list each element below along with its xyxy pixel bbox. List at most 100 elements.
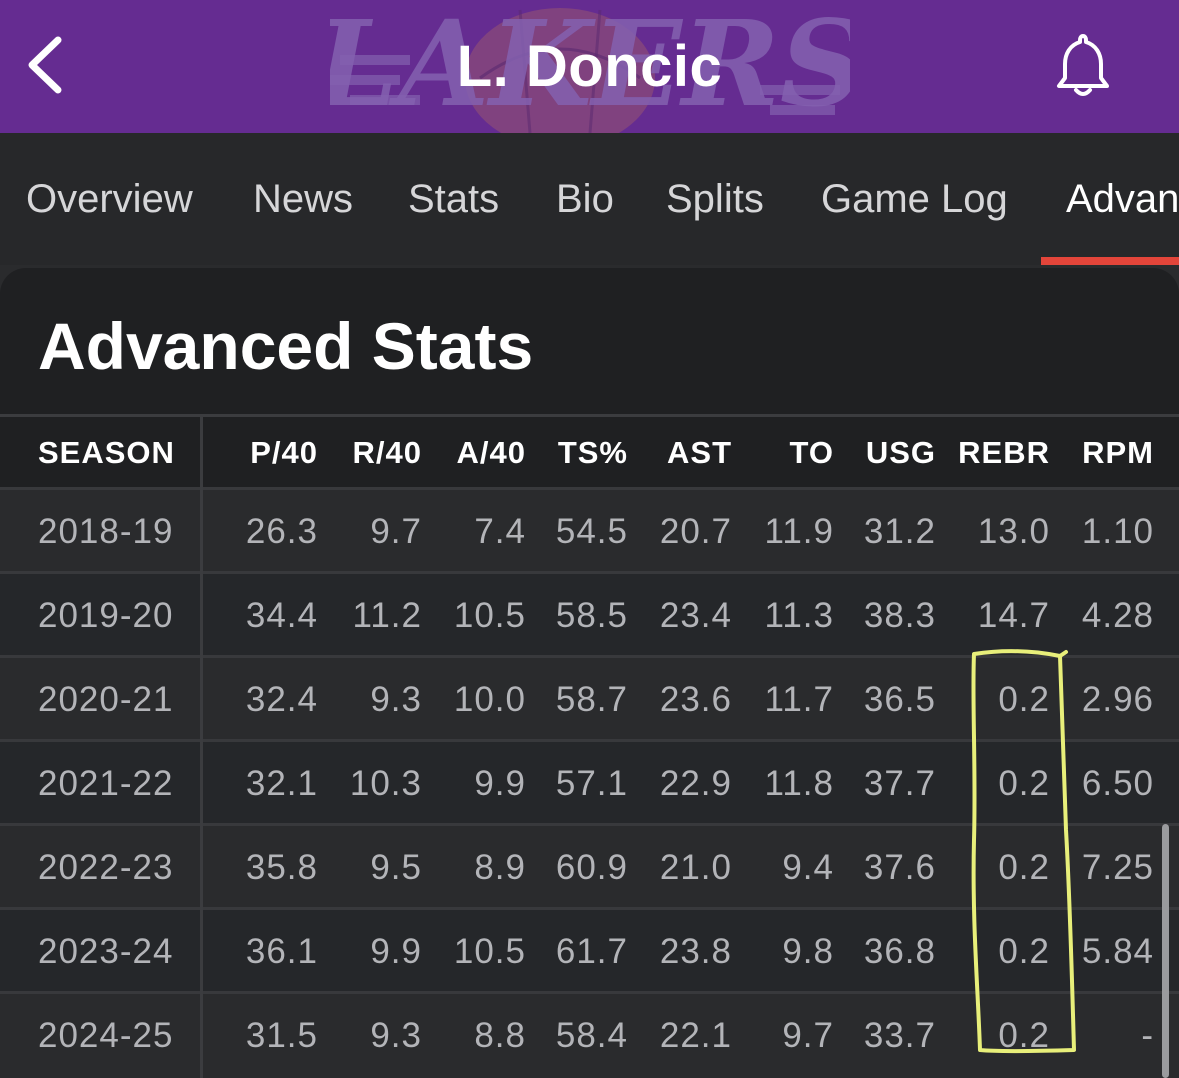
- table-row[interactable]: 2023-24 36.1 9.9 10.5 61.7 23.8 9.8 36.8 0.2 5.84: [0, 907, 1179, 994]
- cell-ast: 23.6: [659, 680, 732, 719]
- cell-season: 2018-19: [38, 512, 174, 551]
- cell-ts: 61.7: [555, 932, 628, 971]
- table-row[interactable]: 2020-21 32.4 9.3 10.0 58.7 23.6 11.7 36.5 0.2 2.9…: [0, 655, 1179, 742]
- cell-to: 9.8: [782, 932, 834, 971]
- cell-ast: 21.0: [659, 848, 732, 887]
- column-header-rpm[interactable]: RPM: [1082, 435, 1154, 470]
- tab-bio[interactable]: Bio: [556, 177, 614, 221]
- page-title: L. Doncic: [456, 34, 723, 99]
- table-row[interactable]: 2018-19 26.3 9.7 7.4 54.5 20.7 11.9 31.2 13.0 1.1…: [0, 487, 1179, 574]
- cell-usg: 38.3: [863, 596, 936, 635]
- cell-ts: 58.4: [555, 1016, 628, 1055]
- cell-ts: 57.1: [555, 764, 628, 803]
- cell-to: 9.4: [782, 848, 834, 887]
- cell-season: 2022-23: [38, 848, 174, 887]
- cell-to: 11.9: [764, 512, 834, 551]
- cell-rpm: 6.50: [1081, 764, 1154, 803]
- cell-r40: 9.5: [370, 848, 422, 887]
- cell-season: 2024-25: [38, 1016, 174, 1055]
- column-header-a40[interactable]: A/40: [456, 435, 526, 470]
- advanced-stats-card: Advanced Stats SEASON P/40 R/40 A/40 TS%…: [0, 268, 1179, 1078]
- tab-overview[interactable]: Overview: [26, 177, 193, 221]
- column-header-p40[interactable]: P/40: [250, 435, 318, 470]
- cell-rebr: 0.2: [998, 764, 1050, 803]
- tab-advanced[interactable]: Advan: [1066, 177, 1179, 221]
- cell-ast: 22.1: [659, 1016, 732, 1055]
- column-header-rebr[interactable]: REBR: [958, 435, 1050, 470]
- table-divider: [0, 414, 1179, 417]
- table-header: SEASON P/40 R/40 A/40 TS% AST TO USG REB…: [0, 417, 1179, 487]
- season-column-divider: [200, 417, 203, 1078]
- column-header-ast[interactable]: AST: [667, 435, 732, 470]
- cell-a40: 9.9: [474, 764, 526, 803]
- cell-a40: 8.9: [474, 848, 526, 887]
- cell-to: 11.8: [764, 764, 834, 803]
- cell-rebr: 0.2: [998, 680, 1050, 719]
- cell-season: 2023-24: [38, 932, 174, 971]
- cell-rpm: 7.25: [1081, 848, 1154, 887]
- cell-r40: 9.3: [370, 680, 422, 719]
- active-tab-indicator: [1041, 257, 1179, 265]
- cell-rebr: 13.0: [977, 512, 1050, 551]
- cell-season: 2019-20: [38, 596, 174, 635]
- cell-to: 11.3: [764, 596, 834, 635]
- chevron-left-icon[interactable]: [18, 30, 78, 100]
- tab-game-log[interactable]: Game Log: [821, 177, 1008, 221]
- vertical-scrollbar[interactable]: [1162, 824, 1169, 1078]
- cell-p40: 35.8: [245, 848, 318, 887]
- table-row[interactable]: 2022-23 35.8 9.5 8.9 60.9 21.0 9.4 37.6 0.2 7.25: [0, 823, 1179, 910]
- cell-r40: 9.9: [370, 932, 422, 971]
- cell-rebr: 0.2: [998, 1016, 1050, 1055]
- column-header-ts[interactable]: TS%: [557, 435, 628, 470]
- cell-usg: 37.6: [863, 848, 936, 887]
- tab-news[interactable]: News: [253, 177, 354, 221]
- column-header-season[interactable]: SEASON: [38, 435, 175, 470]
- top-app-bar: LAKERS L. Doncic: [0, 0, 1179, 133]
- cell-p40: 31.5: [245, 1016, 318, 1055]
- cell-rpm: 5.84: [1081, 932, 1154, 971]
- cell-to: 9.7: [782, 1016, 834, 1055]
- tab-stats[interactable]: Stats: [408, 177, 500, 221]
- cell-p40: 34.4: [245, 596, 318, 635]
- table-row[interactable]: 2021-22 32.1 10.3 9.9 57.1 22.9 11.8 37.7 0.2 6.5…: [0, 739, 1179, 826]
- cell-rpm: 4.28: [1081, 596, 1154, 635]
- cell-season: 2021-22: [38, 764, 174, 803]
- cell-a40: 10.0: [453, 680, 526, 719]
- cell-ts: 58.7: [555, 680, 628, 719]
- bell-icon[interactable]: [1050, 30, 1116, 100]
- cell-ts: 60.9: [555, 848, 628, 887]
- cell-a40: 8.8: [474, 1016, 526, 1055]
- cell-r40: 10.3: [349, 764, 422, 803]
- column-header-usg[interactable]: USG: [865, 435, 936, 470]
- cell-ast: 22.9: [659, 764, 732, 803]
- column-header-r40[interactable]: R/40: [352, 435, 422, 470]
- cell-rebr: 14.7: [977, 596, 1050, 635]
- cell-usg: 37.7: [863, 764, 936, 803]
- cell-ts: 54.5: [555, 512, 628, 551]
- cell-usg: 33.7: [863, 1016, 936, 1055]
- cell-ast: 23.8: [659, 932, 732, 971]
- cell-p40: 36.1: [245, 932, 318, 971]
- cell-usg: 36.5: [863, 680, 936, 719]
- team-logo-watermark: LAKERS: [330, 0, 850, 133]
- tab-splits[interactable]: Splits: [666, 177, 764, 221]
- cell-p40: 32.4: [245, 680, 318, 719]
- cell-usg: 36.8: [863, 932, 936, 971]
- section-title: Advanced Stats: [38, 309, 534, 383]
- cell-rpm: 1.10: [1081, 512, 1154, 551]
- cell-rpm: 2.96: [1081, 680, 1154, 719]
- cell-a40: 10.5: [453, 596, 526, 635]
- cell-r40: 11.2: [352, 596, 422, 635]
- table-row[interactable]: 2019-20 34.4 11.2 10.5 58.5 23.4 11.3 38.3 14.7 4…: [0, 571, 1179, 658]
- logo-wordmark: LAKERS: [330, 0, 850, 133]
- cell-rebr: 0.2: [998, 932, 1050, 971]
- cell-r40: 9.7: [370, 512, 422, 551]
- cell-usg: 31.2: [863, 512, 936, 551]
- cell-ts: 58.5: [555, 596, 628, 635]
- table-row[interactable]: 2024-25 31.5 9.3 8.8 58.4 22.1 9.7 33.7 0.2 -: [0, 991, 1179, 1078]
- cell-season: 2020-21: [38, 680, 174, 719]
- cell-p40: 32.1: [245, 764, 318, 803]
- cell-to: 11.7: [764, 680, 834, 719]
- column-header-to[interactable]: TO: [789, 435, 834, 470]
- cell-r40: 9.3: [370, 1016, 422, 1055]
